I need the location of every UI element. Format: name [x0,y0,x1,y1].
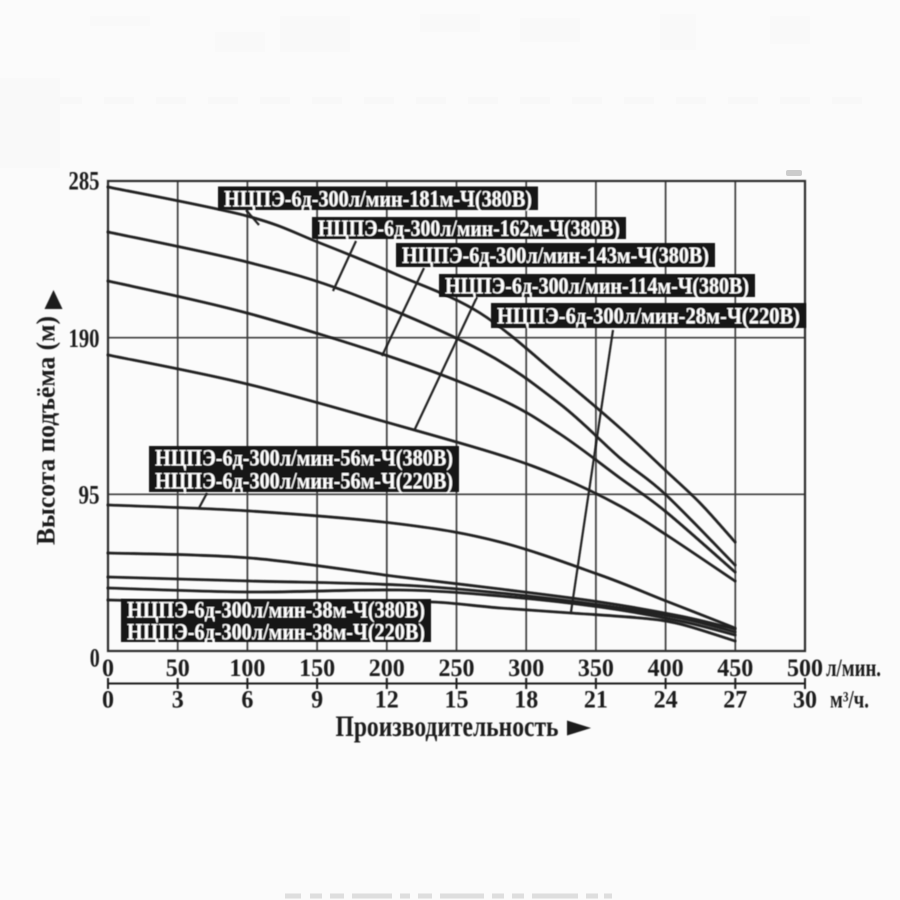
svg-text:НЦПЭ-6д-300л/мин-143м-Ч(380В): НЦПЭ-6д-300л/мин-143м-Ч(380В) [402,243,709,268]
svg-text:НЦПЭ-6д-300л/мин-162м-Ч(380В): НЦПЭ-6д-300л/мин-162м-Ч(380В) [318,216,620,241]
svg-text:500: 500 [787,655,823,682]
svg-text:0: 0 [90,644,100,673]
svg-text:50: 50 [166,655,190,682]
svg-text:24: 24 [654,687,678,714]
svg-text:9: 9 [311,687,323,714]
svg-text:21: 21 [584,687,608,714]
svg-text:0: 0 [102,687,114,714]
svg-text:350: 350 [578,655,614,682]
svg-text:95: 95 [79,481,100,510]
svg-text:150: 150 [299,655,335,682]
svg-text:18: 18 [514,687,538,714]
svg-text:450: 450 [717,655,753,682]
svg-text:27: 27 [723,687,747,714]
svg-text:Высота подъёма (м): Высота подъёма (м) [32,316,61,545]
svg-text:НЦПЭ-6д-300л/мин-56м-Ч(220В): НЦПЭ-6д-300л/мин-56м-Ч(220В) [155,469,453,494]
svg-text:285: 285 [69,167,100,196]
svg-text:300: 300 [508,655,544,682]
svg-text:НЦПЭ-6д-300л/мин-38м-Ч(220В): НЦПЭ-6д-300л/мин-38м-Ч(220В) [127,619,425,644]
svg-text:НЦПЭ-6д-300л/мин-38м-Ч(380В): НЦПЭ-6д-300л/мин-38м-Ч(380В) [127,598,425,623]
svg-text:190: 190 [69,324,100,353]
svg-text:л/мин.: л/мин. [826,655,881,682]
svg-text:12: 12 [375,687,399,714]
svg-text:НЦПЭ-6д-300л/мин-114м-Ч(380В): НЦПЭ-6д-300л/мин-114м-Ч(380В) [445,274,749,299]
svg-text:100: 100 [229,655,265,682]
svg-text:30: 30 [793,687,817,714]
svg-text:0: 0 [102,655,114,682]
svg-text:15: 15 [445,687,469,714]
svg-text:6: 6 [241,687,253,714]
svg-text:НЦПЭ-6д-300л/мин-28м-Ч(220В): НЦПЭ-6д-300л/мин-28м-Ч(220В) [497,304,800,329]
svg-text:200: 200 [369,655,405,682]
svg-text:400: 400 [648,655,684,682]
svg-text:250: 250 [439,655,475,682]
svg-text:3: 3 [172,687,184,714]
svg-text:м3/ч.: м3/ч. [830,687,869,714]
svg-text:НЦПЭ-6д-300л/мин-181м-Ч(380В): НЦПЭ-6д-300л/мин-181м-Ч(380В) [224,186,532,211]
svg-text:НЦПЭ-6д-300л/мин-56м-Ч(380В): НЦПЭ-6д-300л/мин-56м-Ч(380В) [155,446,453,471]
svg-text:Производительность: Производительность [336,710,559,743]
